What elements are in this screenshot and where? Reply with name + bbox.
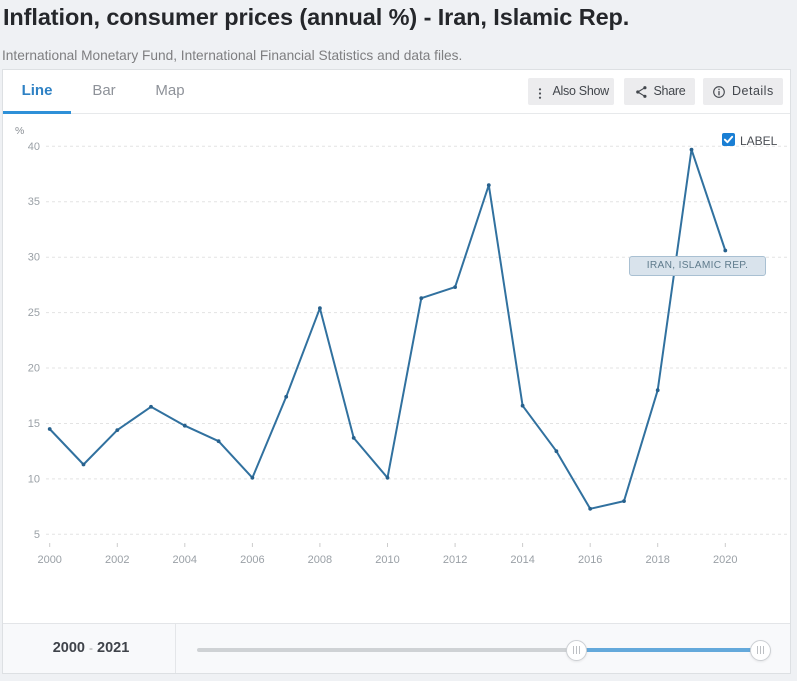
- svg-text:30: 30: [28, 252, 40, 264]
- svg-text:2018: 2018: [645, 554, 669, 566]
- svg-text:2014: 2014: [510, 554, 534, 566]
- svg-text:15: 15: [28, 418, 40, 430]
- svg-text:2006: 2006: [240, 554, 264, 566]
- svg-text:2008: 2008: [308, 554, 332, 566]
- svg-text:35: 35: [28, 196, 40, 208]
- svg-text:25: 25: [28, 307, 40, 319]
- svg-text:10: 10: [28, 473, 40, 485]
- svg-text:20: 20: [28, 363, 40, 375]
- svg-text:2010: 2010: [375, 554, 399, 566]
- svg-text:2000: 2000: [37, 554, 61, 566]
- svg-text:%: %: [15, 125, 24, 137]
- svg-text:2020: 2020: [713, 554, 737, 566]
- svg-text:2002: 2002: [105, 554, 129, 566]
- svg-text:5: 5: [34, 529, 40, 541]
- svg-text:40: 40: [28, 141, 40, 153]
- svg-text:2004: 2004: [173, 554, 197, 566]
- svg-text:2012: 2012: [443, 554, 467, 566]
- svg-text:2016: 2016: [578, 554, 602, 566]
